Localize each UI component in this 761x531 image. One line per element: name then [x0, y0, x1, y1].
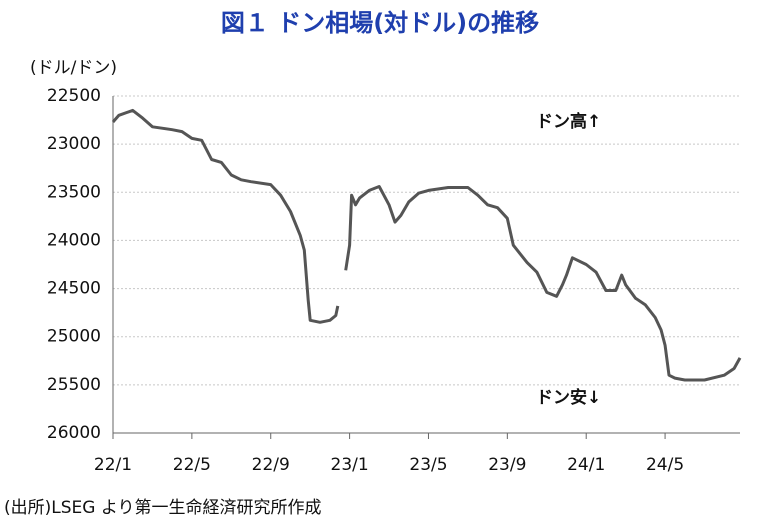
- y-tick-label: 26000: [47, 423, 101, 443]
- y-tick-label: 24000: [47, 230, 101, 250]
- x-tick-label: 22/1: [94, 455, 132, 475]
- y-tick-label: 25500: [47, 375, 101, 395]
- x-tick-label: 23/9: [488, 455, 526, 475]
- x-tick-label: 23/1: [331, 455, 369, 475]
- x-tick-label: 22/9: [252, 455, 290, 475]
- x-tick-label: 24/1: [567, 455, 605, 475]
- annotation: ドン高↑: [536, 111, 601, 132]
- x-tick-label: 22/5: [173, 455, 211, 475]
- y-tick-label: 22500: [47, 86, 101, 106]
- y-axis-unit: (ドル/ドン): [30, 58, 117, 78]
- chart-title: 図１ ドン相場(対ドル)の推移: [221, 9, 539, 37]
- x-tick-label: 24/5: [646, 455, 684, 475]
- x-tick-label: 23/5: [409, 455, 447, 475]
- y-tick-label: 24500: [47, 279, 101, 299]
- annotation: ドン安↓: [536, 387, 601, 408]
- y-tick-label: 23500: [47, 182, 101, 202]
- y-tick-label: 25000: [47, 327, 101, 347]
- data-line: [111, 108, 742, 382]
- source-note: (出所)LSEG より第一生命経済研究所作成: [4, 498, 322, 518]
- y-tick-label: 23000: [47, 134, 101, 154]
